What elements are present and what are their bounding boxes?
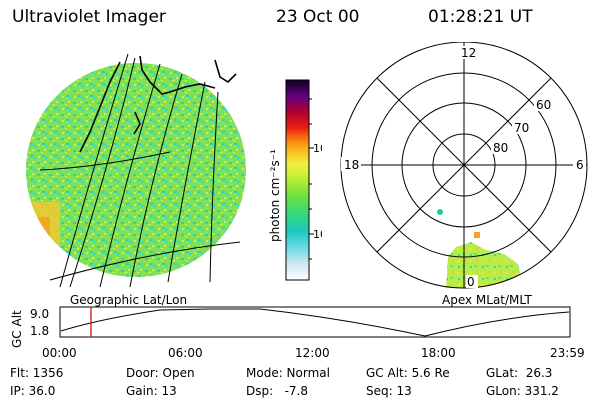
info-flt: Flt: 1356 [10,366,64,380]
info-gain: Gain: 13 [126,384,177,398]
time-label: 01:28:21 UT [428,7,533,27]
altitude-plot: GC Alt 9.0 1.8 [10,306,571,348]
altitude-ylabel: GC Alt [10,310,24,348]
mlt-label-0: 0 [467,275,475,289]
xtick-1800: 18:00 [421,346,456,360]
bright-limb-region [26,202,60,262]
colorbar-tick-100: 100 [313,142,322,155]
mlt-label-6: 6 [576,158,584,172]
info-gc-alt: GC Alt: 5.6 Re [366,366,450,380]
mlt-label-12: 12 [461,46,476,60]
date-label: 23 Oct 00 [276,7,360,27]
info-glon: GLon: 331.2 [486,384,559,398]
colorbar-gradient [285,79,310,281]
info-dsp: Dsp: -7.8 [246,384,309,398]
lat-label-80: 80 [493,141,508,155]
auroral-emission [437,209,524,288]
polar-panel-label: Apex MLat/MLT [442,293,532,307]
polar-plot: 12 18 6 0 60 70 80 [340,42,588,289]
xtick-0000: 00:00 [42,346,77,360]
info-mode: Mode: Normal [246,366,330,380]
info-glat: GLat: 26.3 [486,366,553,380]
info-door: Door: Open [126,366,195,380]
geographic-image [26,53,246,288]
colorbar-unit-label: photon cm⁻²s⁻¹ [268,149,282,242]
mlt-label-18: 18 [344,158,359,172]
coastline [79,55,237,153]
polar-grid [340,42,588,289]
info-seq: Seq: 13 [366,384,412,398]
altitude-ytick-1-8: 1.8 [30,324,49,338]
info-ip: IP: 36.0 [10,384,56,398]
lat-label-70: 70 [514,121,529,135]
geo-panel-label: Geographic Lat/Lon [70,293,188,307]
app-title: Ultraviolet Imager [12,7,166,27]
xtick-1200: 12:00 [295,346,330,360]
lat-lon-grid [39,53,241,288]
altitude-plot-frame [59,306,571,338]
altitude-curve [60,308,570,337]
xtick-2359: 23:59 [550,346,585,360]
xtick-0600: 06:00 [168,346,203,360]
colorbar-tick-10: 10 [313,228,322,241]
altitude-ytick-9: 9.0 [30,307,49,321]
colorbar: 100 10 photon cm⁻²s⁻¹ [268,79,322,281]
colorbar-ticks [309,98,314,260]
imager-disk [26,63,246,277]
lat-label-60: 60 [536,98,551,112]
